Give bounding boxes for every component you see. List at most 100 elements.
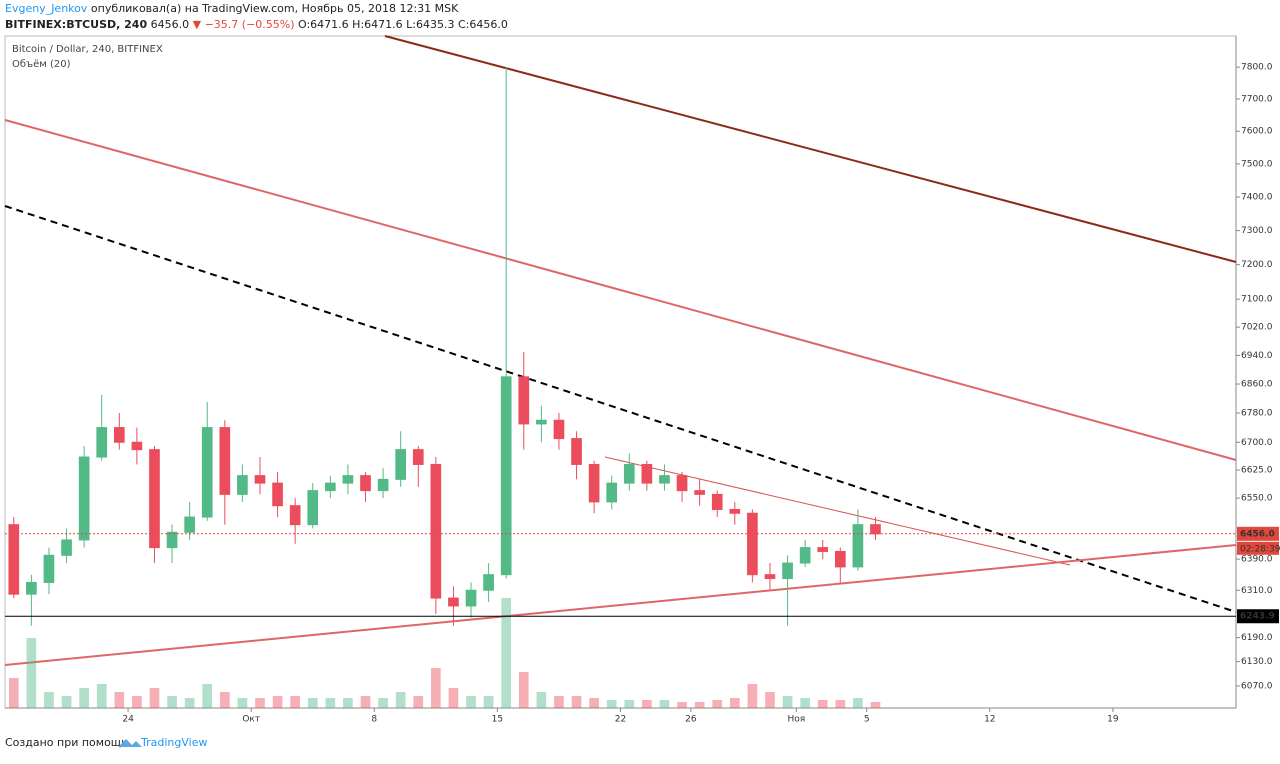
brand-logo <box>118 739 142 747</box>
candle-body <box>834 550 846 568</box>
candle-body <box>782 562 793 580</box>
x-tick-label: Ноя <box>788 715 806 725</box>
candle-body <box>536 419 547 425</box>
candle-body <box>219 427 231 495</box>
candle-body <box>360 475 371 492</box>
volume-bar <box>431 668 441 708</box>
plot-area <box>4 35 1237 709</box>
x-tick-label: 12 <box>984 715 995 725</box>
candle-body <box>272 482 283 507</box>
dashed-trend-line <box>4 205 1237 613</box>
volume-bar <box>132 696 142 708</box>
y-tick-label: 7020.0 <box>1241 323 1273 333</box>
candle-body <box>588 463 600 503</box>
volume-bar <box>694 702 705 708</box>
candle-body <box>694 490 705 495</box>
candle-body <box>571 438 582 465</box>
candle-body <box>518 376 530 425</box>
volume-bar <box>255 698 265 708</box>
y-tick-label: 6940.0 <box>1241 351 1273 361</box>
volume-bar <box>782 696 793 708</box>
volume-bar <box>413 696 424 708</box>
candle-body <box>553 419 565 440</box>
support-line <box>4 544 1237 666</box>
y-tick-label: 6390.0 <box>1241 555 1273 565</box>
ohlc: O:6471.6 H:6471.6 L:6435.3 C:6456.0 <box>298 18 508 31</box>
candle-body <box>817 547 829 552</box>
y-tick-label: 7700.0 <box>1241 94 1273 104</box>
candle-body <box>377 478 389 492</box>
candle-body <box>131 441 143 451</box>
candle-body <box>149 449 160 549</box>
y-tick-label: 7500.0 <box>1241 159 1273 169</box>
y-tick-label: 6310.0 <box>1241 586 1273 596</box>
y-tick-label: 7200.0 <box>1241 260 1273 270</box>
y-tick-label: 6550.0 <box>1241 494 1273 504</box>
volume-bar <box>571 696 582 708</box>
x-tick-label: 22 <box>615 715 626 725</box>
author[interactable]: Evgeny_Jenkov <box>5 2 88 15</box>
candle-body <box>324 482 336 492</box>
volume-bar <box>501 598 512 708</box>
y-tick-label: 6070.0 <box>1241 681 1273 691</box>
volume-bar <box>483 696 494 708</box>
candle-body <box>8 524 20 595</box>
volume-bar <box>202 684 213 708</box>
volume-bar <box>307 698 318 708</box>
candle-body <box>729 508 741 514</box>
candle-body <box>113 427 125 443</box>
volume-bar <box>800 698 810 708</box>
volume-bar <box>378 698 388 708</box>
change: ▼ −35.7 (−0.55%) <box>193 18 295 31</box>
channel-line <box>384 35 1237 263</box>
candle-body <box>641 463 653 484</box>
volume-bar <box>677 702 687 708</box>
price-tag <box>1237 609 1279 624</box>
volume-bar <box>26 638 37 708</box>
volume-bar <box>272 696 283 708</box>
y-tick-label: 7800.0 <box>1241 63 1273 73</box>
candle-body <box>870 524 881 535</box>
footer-brand[interactable]: TradingView <box>140 736 207 749</box>
volume-bar <box>606 700 617 708</box>
y-tick-label: 6700.0 <box>1241 438 1273 448</box>
y-tick-label: 6190.0 <box>1241 633 1273 643</box>
volume-bar <box>448 688 459 708</box>
footer-text: Создано при помощи <box>5 736 128 749</box>
volume-bar <box>237 698 248 708</box>
candle-body <box>26 581 37 595</box>
y-tick-label: 6780.0 <box>1241 408 1273 418</box>
y-tick-label: 6625.0 <box>1241 466 1273 476</box>
x-tick-label: 26 <box>685 715 697 725</box>
volume-bar <box>343 698 353 708</box>
x-tick-label: Окт <box>242 715 260 725</box>
candle-body <box>342 475 354 484</box>
y-tick-label: 7400.0 <box>1241 193 1273 203</box>
candle-body <box>483 574 494 591</box>
candle-body <box>78 456 90 541</box>
symbol: BITFINEX:BTCUSD, 240 <box>5 18 147 31</box>
candle-body <box>465 589 477 607</box>
candle-body <box>237 475 248 495</box>
x-tick-label: 15 <box>492 715 503 725</box>
volume-bar <box>61 696 72 708</box>
volume-bar <box>219 692 230 708</box>
y-tick-label: 7300.0 <box>1241 226 1273 236</box>
channel-line <box>4 119 1237 461</box>
price-tag <box>1237 526 1279 541</box>
candle-body <box>289 505 301 526</box>
volume-bar <box>360 696 371 708</box>
volume-bar <box>765 692 775 708</box>
y-tick-label: 6860.0 <box>1241 380 1273 390</box>
volume-bar <box>325 698 336 708</box>
volume-bar <box>817 700 828 708</box>
volume-bar <box>624 700 635 708</box>
y-tick-label: 7600.0 <box>1241 127 1273 137</box>
volume-bar <box>835 700 846 708</box>
volume-bar <box>712 700 723 708</box>
volume-bar <box>536 692 547 708</box>
candle-body <box>764 574 776 580</box>
volume-bar <box>44 692 54 708</box>
volume-bar <box>747 684 758 708</box>
